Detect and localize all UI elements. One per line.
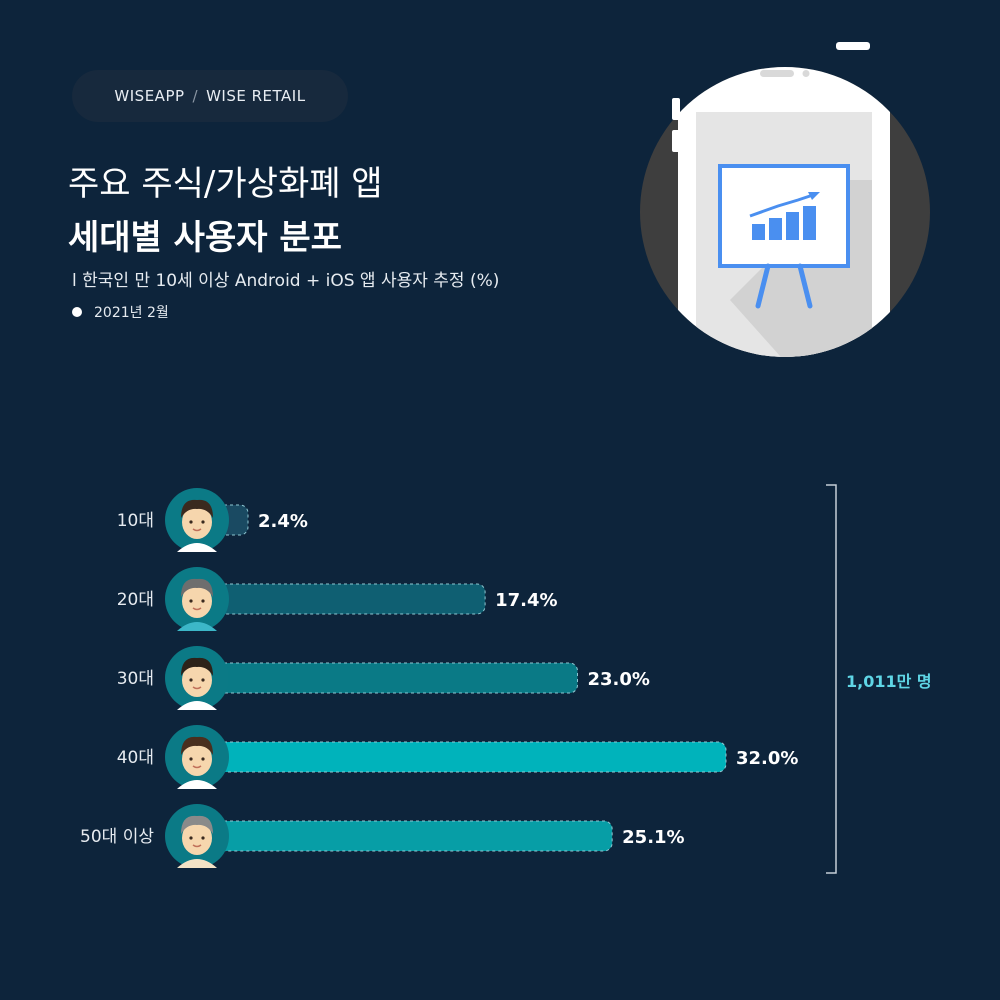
category-label: 10대	[117, 511, 154, 531]
bar	[197, 583, 486, 615]
page-subtitle: l 한국인 만 10세 이상 Android + iOS 앱 사용자 추정 (%…	[72, 271, 500, 291]
category-label: 50대 이상	[80, 827, 154, 847]
bullet-icon	[72, 307, 82, 317]
phone-top-button	[836, 42, 870, 50]
person-avatar-icon	[165, 804, 229, 868]
bar	[197, 741, 727, 773]
phone-side-button-1	[672, 98, 680, 120]
phone-speaker	[760, 70, 794, 77]
bar	[197, 820, 613, 852]
brand-badge: WISEAPP / WISE RETAIL	[72, 70, 348, 122]
category-label: 30대	[117, 669, 154, 689]
person-avatar-icon	[165, 567, 229, 631]
date-label: 2021년 2월	[94, 305, 169, 321]
brand-wiseretail: WISE RETAIL	[206, 87, 306, 105]
page-title-line1: 주요 주식/가상화폐 앱	[68, 164, 383, 204]
date-row: 2021년 2월	[72, 302, 169, 322]
total-bracket	[826, 484, 837, 874]
category-label: 20대	[117, 590, 154, 610]
presentation-board-icon	[718, 164, 850, 309]
bar	[197, 662, 578, 694]
person-avatar-icon	[165, 488, 229, 552]
person-avatar-icon	[165, 725, 229, 789]
phone-camera	[802, 70, 810, 77]
person-avatar-icon	[165, 646, 229, 710]
value-label: 25.1%	[622, 827, 684, 848]
brand-wiseapp: WISEAPP	[114, 87, 185, 105]
total-users-label: 1,011만 명	[846, 672, 932, 691]
value-label: 23.0%	[588, 669, 650, 690]
phone-side-button-2	[672, 130, 680, 152]
value-label: 2.4%	[258, 511, 308, 532]
page-title-line2: 세대별 사용자 분포	[68, 218, 342, 258]
value-label: 32.0%	[736, 748, 798, 769]
brand-separator: /	[192, 87, 199, 105]
phone-chart-illustration	[640, 42, 930, 357]
value-label: 17.4%	[495, 590, 557, 611]
category-label: 40대	[117, 748, 154, 768]
